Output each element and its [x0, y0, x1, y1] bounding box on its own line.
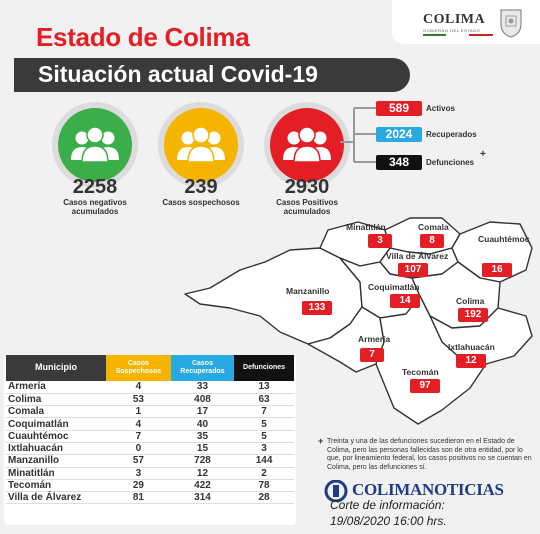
logo-name: COLIMA: [423, 12, 486, 27]
table-row: Manzanillo 57 728 144: [6, 454, 294, 468]
municipality-table: Municipio Casos Sospechosos Casos Recupera…: [6, 355, 294, 505]
table-row: Cuauhtémoc 7 35 5: [6, 430, 294, 443]
crest-icon: [500, 9, 522, 38]
map-badge-minatitlan: 3: [368, 234, 392, 248]
map-label-coquimatlan: Coquimatlán: [368, 282, 420, 292]
deaths-footnote: Treinta y una de las defunciones sucedie…: [327, 438, 532, 471]
suspects-circle: [158, 102, 244, 188]
cutoff-label: Corte de información:: [330, 498, 445, 512]
positives-value: 2930: [284, 176, 330, 198]
map-badge-manzanillo: 133: [302, 301, 332, 315]
cutoff-date: 19/08/2020 16:00 hrs.: [330, 514, 447, 528]
negatives-circle: [52, 102, 138, 188]
map-region-tecoman: [375, 295, 487, 425]
map-badge-cuauhtemoc: 16: [482, 263, 512, 277]
map-badge-tecoman: 97: [410, 379, 440, 393]
map-label-comala: Comala: [418, 222, 449, 232]
positives-label-2: acumulados: [283, 207, 331, 216]
negatives-label-1: Casos negativos: [63, 198, 127, 207]
brand-logo-icon: [324, 480, 348, 502]
map-label-colima: Colima: [456, 296, 485, 306]
recovered-value: 2024: [376, 127, 422, 142]
map-region-cuauhtemoc: [451, 221, 533, 283]
logo-subtitle: GOBIERNO DEL ESTADO: [423, 28, 481, 33]
active-label: Activos: [426, 104, 455, 113]
map-label-manzanillo: Manzanillo: [286, 286, 330, 296]
positives-label-1: Casos Positivos: [276, 198, 338, 207]
negatives-label-2: acumulados: [71, 207, 119, 216]
col-defunciones: Defunciones: [234, 355, 294, 381]
table-row: Ixtlahuacán 0 15 3: [6, 442, 294, 456]
subtitle-banner: [14, 58, 410, 92]
col-municipio: Municipio: [6, 355, 106, 381]
colima-map: [184, 217, 533, 425]
people-group-icon: [177, 126, 225, 163]
table-row: Colima 53 408 63: [6, 393, 294, 407]
map-badge-villa-alvarez: 107: [398, 263, 428, 277]
table-row: Tecomán 29 422 78: [6, 479, 294, 493]
col-recuperados: Casos Recuperados: [170, 355, 235, 381]
map-label-armeria: Armería: [358, 334, 391, 344]
map-badge-armeria: 7: [360, 348, 384, 362]
suspects-value: 239: [184, 176, 218, 198]
table-row: Armería 4 33 13: [6, 381, 294, 394]
recovered-label: Recuperados: [426, 130, 477, 139]
page-subtitle: Situación actual Covid-19: [38, 61, 318, 87]
page-title: Estado de Colima: [36, 22, 250, 52]
map-label-minatitlan: Minatitlán: [346, 222, 386, 232]
active-value: 589: [376, 101, 422, 116]
brand-name: COLIMANOTICIAS: [352, 480, 504, 499]
negatives-value: 2258: [72, 176, 118, 198]
map-label-villa-alvarez: Villa de Álvarez: [386, 251, 449, 261]
map-region-manzanillo: [184, 247, 363, 345]
table-row: Comala 1 17 7: [6, 405, 294, 419]
map-badge-ixtlahuacan: 12: [456, 354, 486, 368]
logo-stripe: [423, 34, 493, 36]
people-group-icon: [71, 126, 119, 163]
map-label-cuauhtemoc: Cuauhtémoc: [478, 234, 530, 244]
col-sospechosos: Casos Sospechosos: [106, 355, 171, 381]
map-badge-coquimatlan: 14: [390, 294, 420, 308]
map-label-ixtlahuacan: Ixtlahuacán: [448, 342, 495, 352]
suspects-label: Casos sospechosos: [162, 198, 240, 207]
deaths-value: 348: [376, 155, 422, 170]
map-badge-comala: 8: [420, 234, 444, 248]
note-plus-mark: +: [318, 436, 324, 446]
map-label-tecoman: Tecomán: [402, 367, 439, 377]
table-row: Coquimatlán 4 40 5: [6, 417, 294, 431]
bracket-connector: [340, 107, 376, 163]
positives-circle: [264, 102, 350, 188]
map-badge-colima: 192: [458, 308, 488, 322]
table-row: Villa de Álvarez 81 314 28: [6, 491, 294, 505]
table-row: Minatitlán 3 12 2: [6, 467, 294, 480]
deaths-label: Defunciones: [426, 158, 475, 167]
people-group-icon: [283, 126, 331, 163]
deaths-plus-mark: +: [480, 149, 486, 160]
